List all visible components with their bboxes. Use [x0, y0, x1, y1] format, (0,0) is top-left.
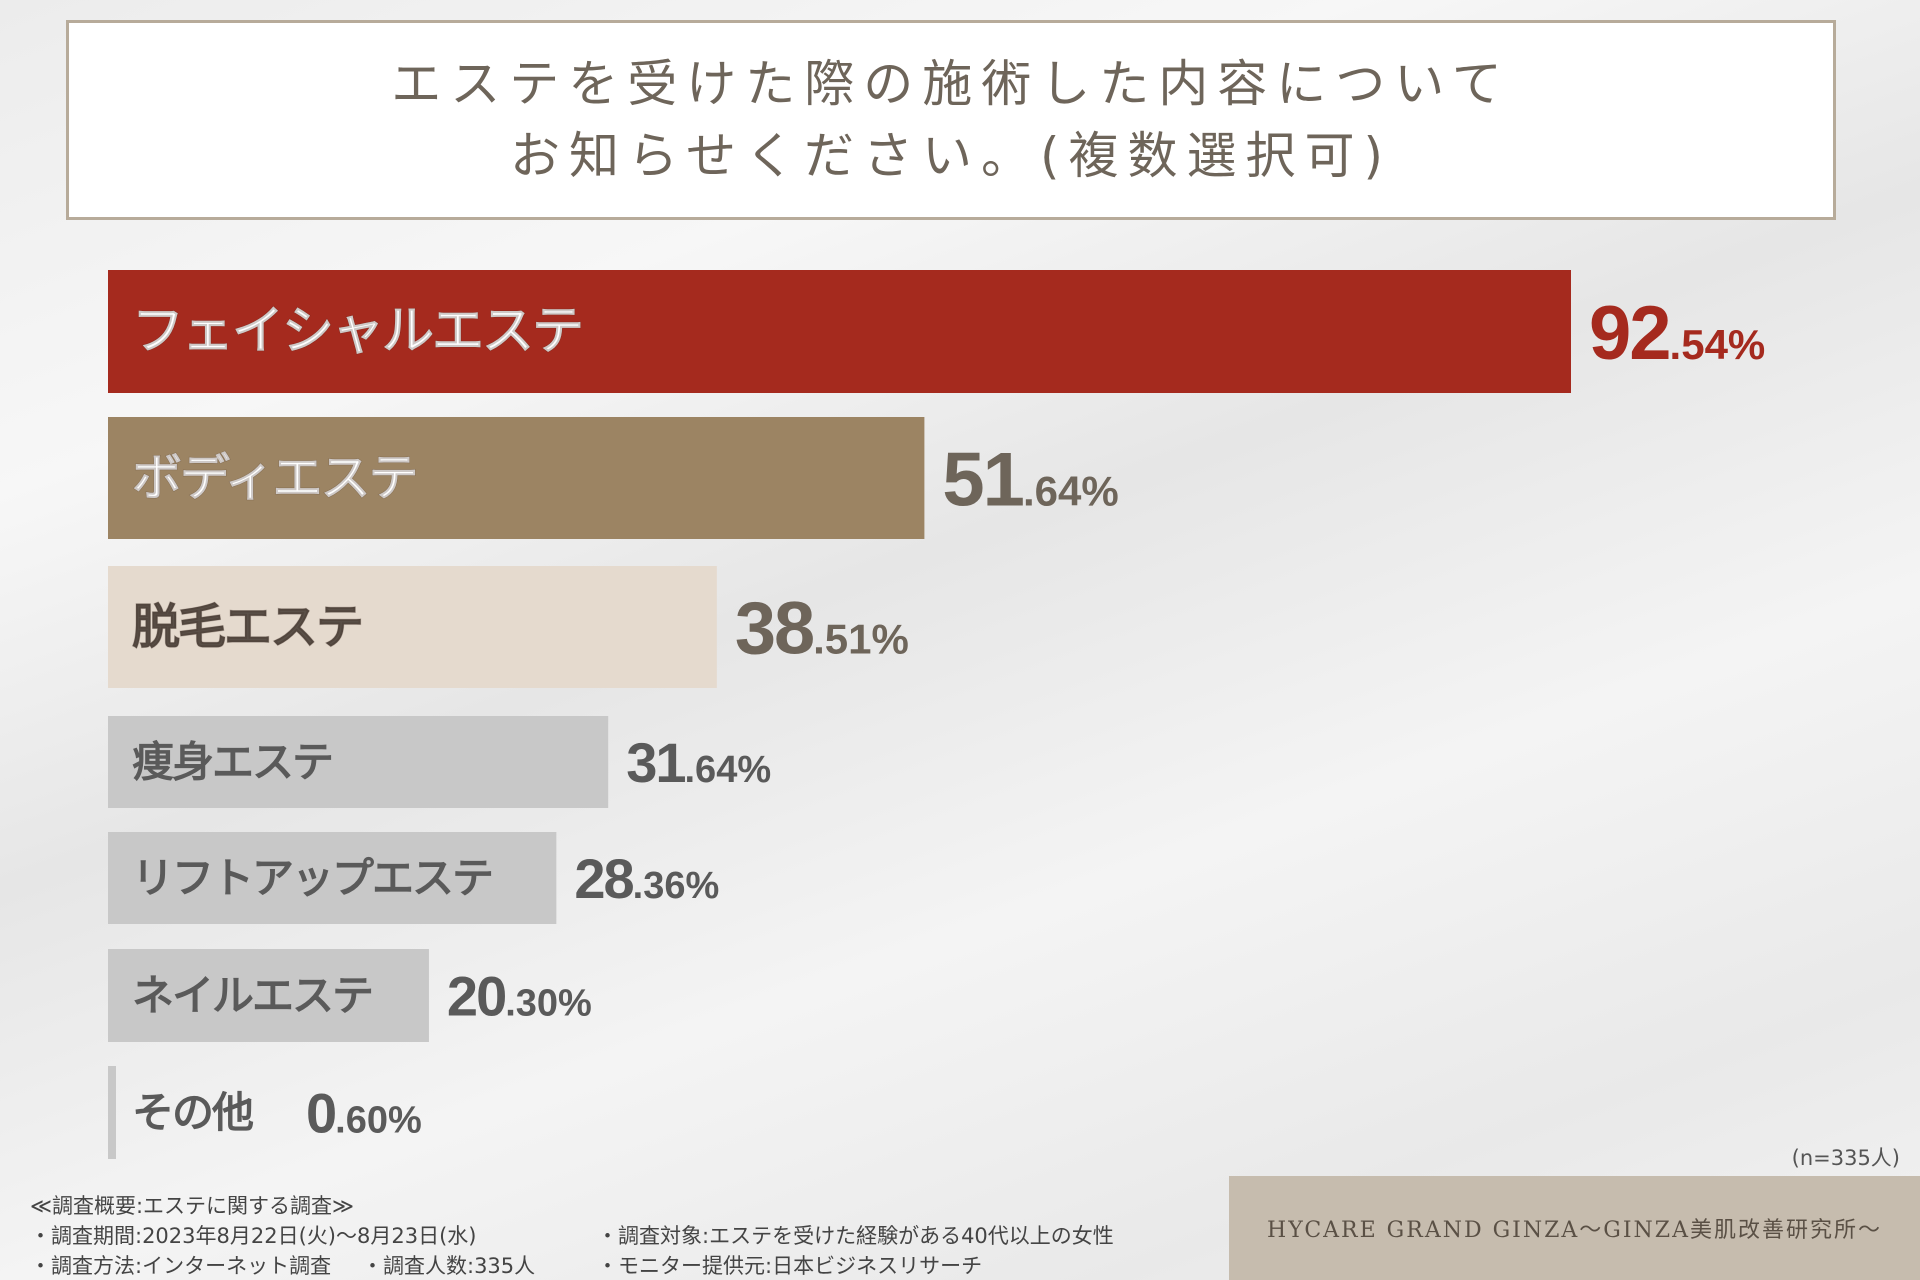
title-line-1: エステを受けた際の施術した内容について [391, 55, 1511, 113]
value-label-5: 28.36% [574, 847, 719, 910]
bar-chart: フェイシャルエステ 92.54% ボディエステ 51.64% 脱毛エステ 38.51% 痩身… [108, 270, 1765, 1159]
bar-2 [108, 417, 925, 539]
brand-name: HYCARE GRAND GINZA〜GINZA美肌改善研究所〜 [1267, 1218, 1882, 1243]
bar-6 [108, 949, 429, 1042]
value-label-6: 20.30% [447, 965, 592, 1028]
bar-label-7: その他 [132, 1088, 254, 1137]
survey-method: ・調査方法:インターネット調査 [30, 1254, 332, 1278]
value-label-7: 0.60% [306, 1082, 422, 1145]
bar-label-3: 脱毛エステ [132, 599, 362, 655]
bar-label-5: リフトアップエステ [132, 854, 492, 903]
value-label-1: 92.54% [1589, 291, 1765, 376]
bar-3 [108, 566, 717, 688]
sample-size: (n=335人) [1791, 1146, 1900, 1170]
value-label-4: 31.64% [626, 731, 771, 794]
survey-heading: ≪調査概要:エステに関する調査≫ [30, 1194, 355, 1218]
bar-4 [108, 716, 609, 808]
survey-period: ・調査期間:2023年8月22日(火)〜8月23日(水) [30, 1224, 477, 1248]
bar-label-6: ネイルエステ [132, 971, 372, 1020]
value-label-2: 51.64% [942, 437, 1118, 522]
title-line-2: お知らせください。(複数選択可) [509, 127, 1392, 185]
monitor-provider: ・モニター提供元:日本ビジネスリサーチ [597, 1254, 983, 1278]
title-box: エステを受けた際の施術した内容について お知らせください。(複数選択可) [66, 20, 1836, 220]
bar-7 [108, 1066, 116, 1159]
bar-1 [108, 270, 1571, 393]
brand-box: HYCARE GRAND GINZA〜GINZA美肌改善研究所〜 [1229, 1176, 1920, 1280]
bar-label-4: 痩身エステ [132, 738, 332, 787]
bar-label-1: フェイシャルエステ [132, 302, 582, 362]
survey-target: ・調査対象:エステを受けた経験がある40代以上の女性 [597, 1224, 1114, 1248]
bar-label-2: ボディエステ [132, 449, 417, 507]
survey-count: ・調査人数:335人 [362, 1254, 536, 1278]
bar-5 [108, 832, 557, 924]
value-label-3: 38.51% [735, 587, 909, 670]
